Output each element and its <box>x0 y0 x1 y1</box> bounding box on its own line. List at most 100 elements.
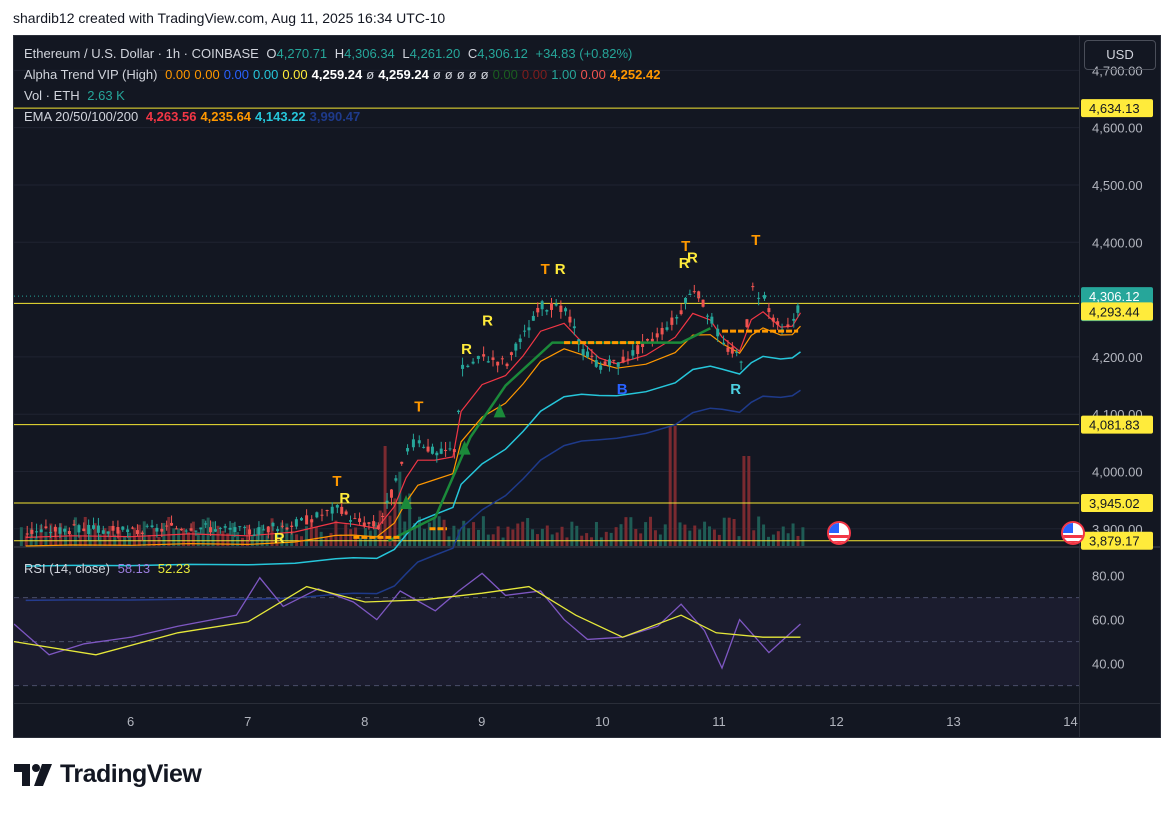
candle-body <box>679 310 683 315</box>
candle-body <box>266 526 270 533</box>
candle-body <box>126 529 130 533</box>
alpha-value-11: ø <box>468 67 477 82</box>
volume-bar <box>452 525 456 546</box>
volume-bar <box>398 471 402 546</box>
volume-bar <box>339 534 343 546</box>
volume-bar <box>531 529 535 546</box>
volume-bar <box>211 521 215 546</box>
candle-body <box>621 356 625 363</box>
candle-body <box>792 318 796 321</box>
candle-body <box>476 355 480 359</box>
ema-100-line <box>25 351 801 567</box>
rsi-legend[interactable]: RSI (14, close) 58.13 52.23 <box>24 561 194 576</box>
volume-bar <box>698 529 702 546</box>
volume-bar <box>467 528 471 546</box>
candle-body <box>25 533 29 535</box>
candle-body <box>585 351 589 357</box>
volume-bar <box>334 520 338 546</box>
candle-body <box>581 349 585 356</box>
alpha-value-8: ø <box>432 67 441 82</box>
candle-body <box>572 326 576 329</box>
alpha-trend-label: Alpha Trend VIP (High) <box>24 67 158 82</box>
candle-body <box>406 448 410 452</box>
candle-body <box>448 448 452 450</box>
candle-body <box>641 341 645 347</box>
candle-body <box>385 500 389 503</box>
volume-bar <box>786 533 790 546</box>
candle-body <box>96 525 100 533</box>
candle-body <box>767 308 771 313</box>
volume-bar <box>413 523 417 546</box>
volume-bar <box>594 521 598 546</box>
time-tick-label: 8 <box>361 714 368 729</box>
volume-bar <box>624 517 628 546</box>
alpha-value-7: 4,259.24 <box>378 67 429 82</box>
volume-bar <box>260 525 264 546</box>
alpha-value-4: 0.00 <box>282 67 308 82</box>
volume-bar <box>422 528 426 546</box>
volume-bar <box>708 526 712 546</box>
volume-bar <box>319 531 323 546</box>
volume-bar <box>103 528 107 546</box>
candle-body <box>568 316 572 323</box>
volume-bar <box>727 517 731 546</box>
candle-body <box>509 352 513 356</box>
tradingview-logo-icon <box>14 763 52 786</box>
ema-value-0: 4,263.56 <box>145 109 197 124</box>
volume-bar <box>167 516 171 546</box>
time-tick-label: 13 <box>946 714 960 729</box>
rsi-tick-label: 60.00 <box>1092 613 1125 628</box>
volume-bar <box>196 532 200 546</box>
volume-bar <box>241 537 245 546</box>
candle-body <box>444 449 448 451</box>
candle-body <box>170 522 174 526</box>
volume-bar <box>491 534 495 546</box>
volume-bar <box>359 537 363 546</box>
time-tick-label: 6 <box>127 714 134 729</box>
volume-legend[interactable]: Vol · ETH 2.63 K <box>24 88 129 103</box>
candle-body <box>400 461 404 464</box>
price-chart[interactable]: 4,700.00 4,600.00 4,500.00 4,400.00 4,200.00… <box>14 36 1161 738</box>
volume-bar <box>349 529 353 546</box>
trend-arrow-icon <box>458 440 471 455</box>
us-flag-icon[interactable] <box>827 521 851 545</box>
candle-body <box>252 534 256 536</box>
candle-body <box>603 361 607 366</box>
candle-body <box>294 519 298 527</box>
tradingview-logo[interactable]: TradingView <box>14 760 202 789</box>
candle-body <box>435 452 439 456</box>
volume-bar <box>59 523 63 546</box>
volume-bar <box>226 533 230 546</box>
candle-body <box>389 489 393 498</box>
candle-body <box>684 297 688 304</box>
candle-body <box>796 305 800 313</box>
candle-body <box>335 505 339 508</box>
candle-body <box>735 351 739 353</box>
signal-label-t: T <box>751 232 760 249</box>
alpha-trend-legend[interactable]: Alpha Trend VIP (High) 0.00 0.00 0.00 0.00 0… <box>24 67 668 82</box>
volume-bar <box>172 528 176 546</box>
volume-bar <box>634 528 638 546</box>
volume-bar <box>521 521 525 546</box>
chart-header: shardib12 created with TradingView.com, … <box>13 10 446 26</box>
symbol-legend[interactable]: Ethereum / U.S. Dollar · 1h · COINBASE O… <box>24 46 633 61</box>
candle-body <box>155 527 159 532</box>
ema-legend[interactable]: EMA 20/50/100/200 4,263.56 4,235.64 4,143.… <box>24 109 368 124</box>
candle-body <box>751 286 755 288</box>
candle-body <box>590 355 594 357</box>
volume-bar <box>747 456 751 546</box>
trend-arrow-icon <box>400 495 413 510</box>
alpha-trend-line <box>387 327 711 542</box>
price-badge-label: 4,634.13 <box>1089 101 1140 116</box>
volume-bar <box>506 526 510 546</box>
candle-body <box>194 530 198 532</box>
candle-body <box>280 525 284 527</box>
chart-frame[interactable]: 4,700.00 4,600.00 4,500.00 4,400.00 4,200.00… <box>13 35 1161 738</box>
us-flag-icon-2[interactable] <box>1061 521 1085 545</box>
candle-body <box>49 532 53 534</box>
candle-body <box>550 303 554 310</box>
candle-body <box>471 361 475 364</box>
candle-body <box>452 449 456 453</box>
currency-selector[interactable]: USD <box>1084 40 1156 70</box>
volume-bar <box>678 522 682 546</box>
